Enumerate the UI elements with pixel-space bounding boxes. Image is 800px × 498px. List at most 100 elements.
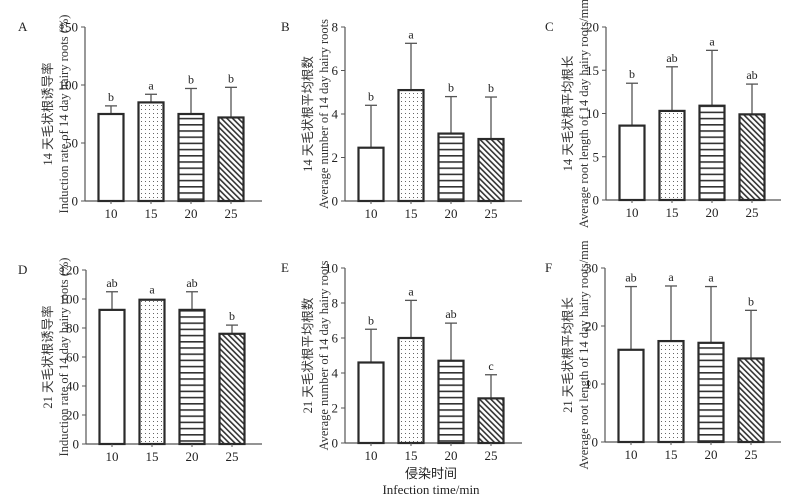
x-tick-label: 10 xyxy=(365,206,378,221)
y-tick-label: 4 xyxy=(332,107,339,122)
significance-label: b xyxy=(629,67,635,81)
bar-a-20 xyxy=(177,112,205,203)
x-tick-label: 10 xyxy=(106,449,119,464)
panel-b: B 14 天毛状根平均根数 Average number of 14 day hai… xyxy=(281,19,522,221)
x-tick-label: 15 xyxy=(405,448,418,463)
y-tick-label: 10 xyxy=(585,377,598,392)
panel-letter: A xyxy=(18,19,28,34)
significance-label: b xyxy=(748,294,754,308)
y-axis-label-cn: 14 天毛状根诱导率 xyxy=(40,62,55,165)
x-tick-label: 15 xyxy=(146,449,159,464)
x-tick-label: 25 xyxy=(485,206,498,221)
y-tick-label: 0 xyxy=(332,436,339,451)
significance-label: a xyxy=(408,27,414,41)
significance-label: ab xyxy=(625,271,636,285)
bar-d-20 xyxy=(178,308,206,446)
y-tick-label: 20 xyxy=(585,319,598,334)
panel-c: C 14 天毛状根平均根长 Average root length of 14 da… xyxy=(545,0,781,228)
y-axis-label-en: Average number of 14 day hairy roots xyxy=(317,19,331,209)
bar-a-15 xyxy=(137,101,165,203)
x-tick-label: 25 xyxy=(225,206,238,221)
panel-f: F 21 天毛状根平均根长 Average root length of 14 da… xyxy=(545,240,781,470)
significance-label: a xyxy=(148,78,154,92)
y-axis-label-cn: 21 天毛状根平均根数 xyxy=(300,297,315,413)
x-tick-label: 15 xyxy=(666,205,679,220)
bar-b-20 xyxy=(437,132,465,203)
bar-d-15 xyxy=(138,298,166,446)
significance-label: ab xyxy=(445,307,456,321)
y-tick-label: 4 xyxy=(332,366,339,381)
y-tick-label: 0 xyxy=(592,435,599,450)
significance-label: b xyxy=(368,89,374,103)
x-tick-label: 25 xyxy=(745,447,758,462)
bar-b-10 xyxy=(357,146,385,203)
bar-f-10 xyxy=(617,348,645,444)
y-axis-label-en: Average root length of 14 day hairy root… xyxy=(577,240,591,470)
significance-label: ab xyxy=(106,276,117,290)
y-tick-label: 6 xyxy=(332,331,339,346)
x-tick-label: 20 xyxy=(185,206,198,221)
y-axis-label-cn: 14 天毛状根平均根数 xyxy=(300,56,315,172)
y-tick-label: 30 xyxy=(585,261,598,276)
y-tick-label: 0 xyxy=(73,437,80,452)
x-tick-label: 20 xyxy=(445,206,458,221)
x-axis-title-en: Infection time/min xyxy=(382,482,480,497)
y-tick-label: 20 xyxy=(66,408,79,423)
bar-f-15 xyxy=(657,339,685,444)
panel-letter: B xyxy=(281,19,290,34)
x-tick-label: 15 xyxy=(145,206,158,221)
significance-label: a xyxy=(709,34,715,48)
y-tick-label: 10 xyxy=(586,106,599,121)
bar-d-10 xyxy=(98,308,126,446)
panel-a: A 14 天毛状根诱导率 Induction rate of 14 day hair… xyxy=(18,15,262,221)
significance-label: a xyxy=(408,284,414,298)
y-axis-label-en: Induction rate of 14 day hairy roots (%) xyxy=(57,15,71,214)
significance-label: b xyxy=(108,90,114,104)
bar-a-25 xyxy=(217,116,245,203)
significance-label: a xyxy=(708,271,714,285)
bar-f-25 xyxy=(737,357,765,444)
y-tick-label: 0 xyxy=(72,194,79,209)
x-tick-label: 10 xyxy=(365,448,378,463)
panel-d: D 21 天毛状根诱导率 Induction rate of 14 day hair… xyxy=(18,258,262,464)
bar-a-10 xyxy=(97,112,125,203)
significance-label: b xyxy=(229,309,235,323)
bar-d-25 xyxy=(218,332,246,446)
y-tick-label: 10 xyxy=(325,261,338,276)
bar-e-10 xyxy=(357,361,385,445)
y-axis-label-cn: 14 天毛状根平均根长 xyxy=(561,55,575,171)
panel-letter: F xyxy=(545,260,552,275)
y-tick-label: 8 xyxy=(332,296,339,311)
y-axis-label-cn: 21 天毛状根诱导率 xyxy=(40,305,55,408)
y-tick-label: 60 xyxy=(66,350,79,365)
bar-f-20 xyxy=(697,341,725,444)
y-axis-label-en: Average root length of 14 day hairy root… xyxy=(577,0,591,228)
significance-label: b xyxy=(228,71,234,85)
y-tick-label: 5 xyxy=(593,149,600,164)
bar-c-25 xyxy=(738,113,766,202)
y-tick-label: 150 xyxy=(59,20,79,35)
y-tick-label: 0 xyxy=(593,193,600,208)
bar-c-10 xyxy=(618,124,646,202)
x-tick-label: 10 xyxy=(626,205,639,220)
y-tick-label: 20 xyxy=(586,20,599,35)
y-tick-label: 40 xyxy=(66,379,79,394)
panel-letter: C xyxy=(545,19,554,34)
y-tick-label: 80 xyxy=(66,321,79,336)
y-tick-label: 2 xyxy=(332,401,339,416)
panel-letter: E xyxy=(281,260,289,275)
x-axis-title-cn: 侵染时间 xyxy=(405,466,457,481)
panel-e: E 21 天毛状根平均根数 Average number of 14 day hai… xyxy=(281,260,522,463)
bar-b-15 xyxy=(397,88,425,203)
y-tick-label: 8 xyxy=(332,20,339,35)
x-tick-label: 25 xyxy=(485,448,498,463)
significance-label: c xyxy=(488,359,493,373)
significance-label: a xyxy=(149,283,155,297)
x-tick-label: 20 xyxy=(705,447,718,462)
significance-label: ab xyxy=(666,51,677,65)
y-tick-label: 15 xyxy=(586,63,599,78)
x-tick-label: 15 xyxy=(665,447,678,462)
y-tick-label: 120 xyxy=(60,263,80,278)
x-tick-label: 25 xyxy=(746,205,759,220)
